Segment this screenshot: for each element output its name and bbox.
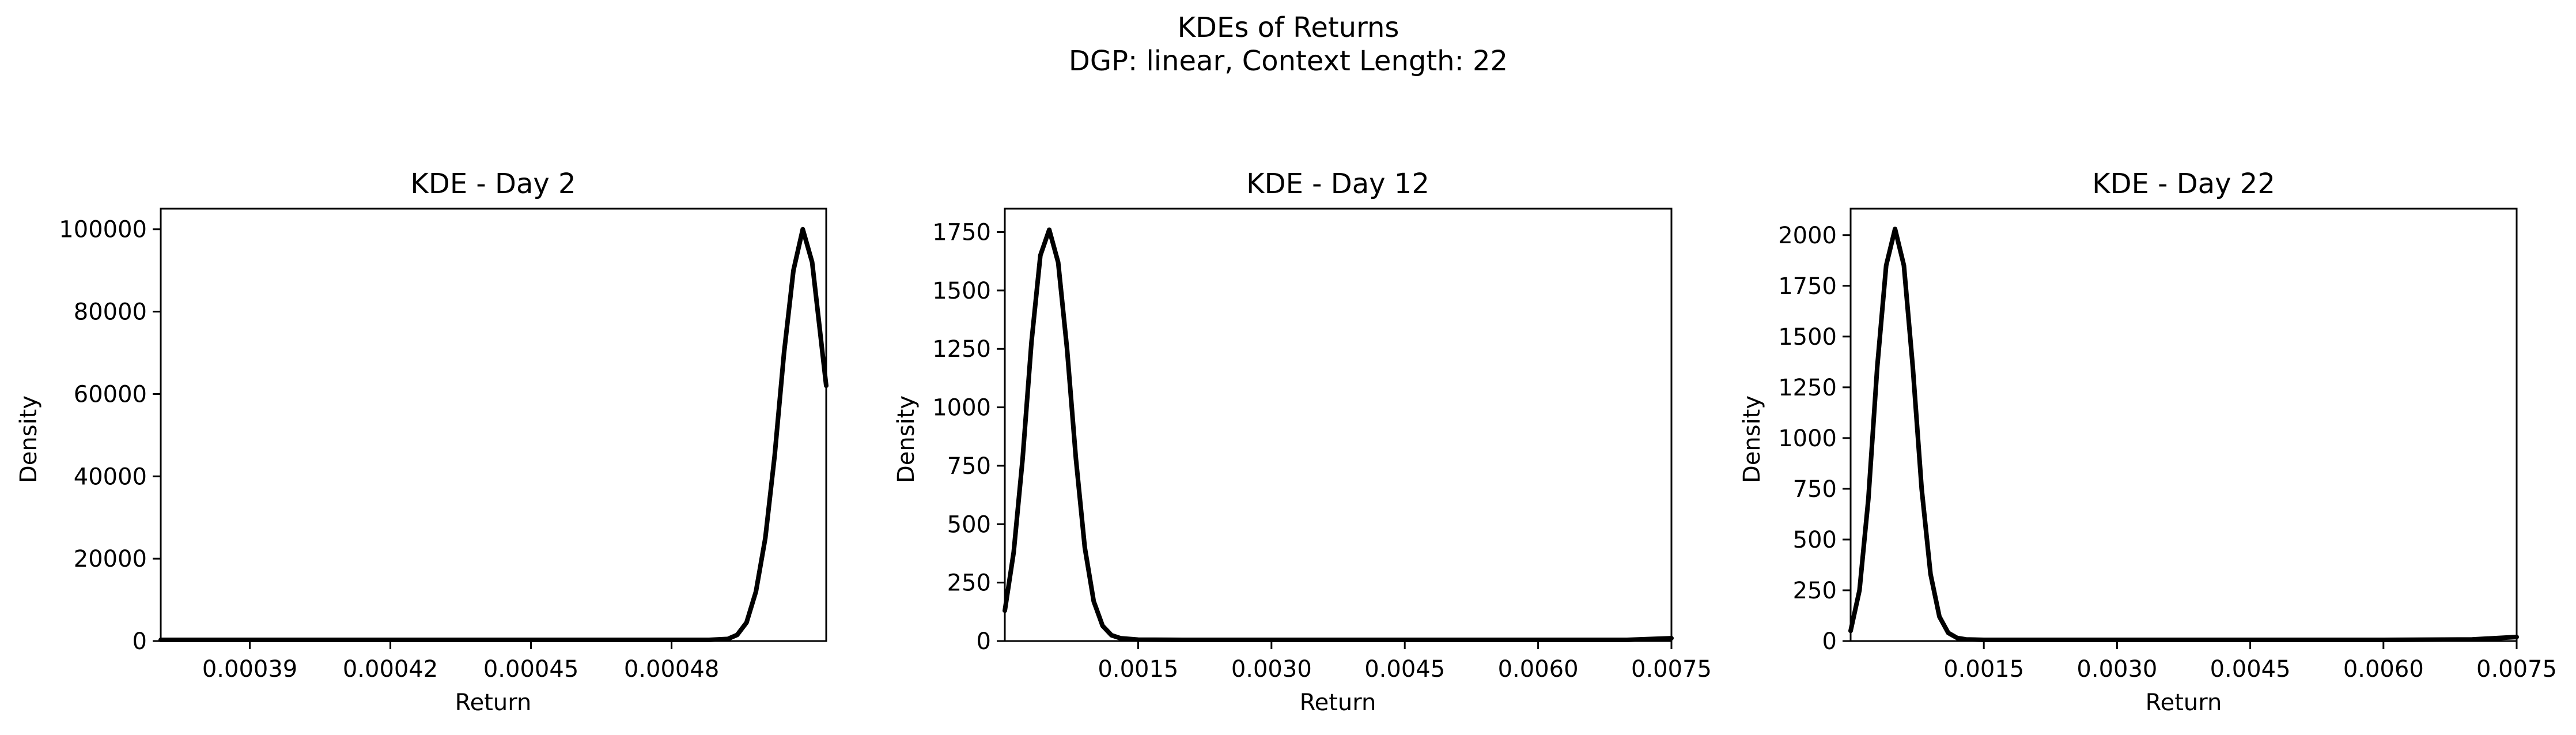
y-tick-label: 1500 [932,278,991,304]
y-tick-label: 60000 [74,381,147,408]
kde-curve [1848,227,2519,642]
x-tick-label: 0.00048 [624,656,719,683]
x-tick-label: 0.0060 [2343,656,2424,683]
x-ticks: 0.0015 0.0030 0.0045 0.0060 0.0075 [1098,641,1712,683]
y-tick-label: 2000 [1778,223,1837,249]
x-tick-label: 0.0075 [2476,656,2557,683]
x-ticks: 0.00039 0.00042 0.00045 0.00048 [202,641,719,683]
y-tick-label: 0 [1822,628,1837,655]
x-tick-label: 0.0045 [2210,656,2291,683]
y-tick-label: 750 [1793,476,1837,503]
x-tick-label: 0.0030 [1231,656,1312,683]
panel-day-22: KDE - Day 22 Return Density 0.0015 0.0030… [1739,168,2557,716]
figure-title: KDEs of Returns [1178,12,1399,44]
y-tick-label: 1250 [932,336,991,363]
y-tick-label: 1750 [1778,273,1837,300]
panel-day-12: KDE - Day 12 Return Density 0.0015 0.0030… [893,168,1712,716]
y-ticks: 0 250 500 750 1000 1250 1500 1750 [932,220,1005,655]
plot-area [160,208,827,642]
y-tick-label: 80000 [74,299,147,326]
y-ticks: 0 20000 40000 60000 80000 100000 [59,217,161,655]
y-tick-label: 0 [977,628,991,655]
kde-curve [158,227,829,642]
y-tick-label: 500 [1793,527,1837,553]
x-tick-label: 0.0075 [1631,656,1712,683]
y-tick-label: 1000 [932,395,991,421]
x-tick-label: 0.00045 [483,656,578,683]
y-tick-label: 1500 [1778,324,1837,350]
y-tick-label: 20000 [74,546,147,572]
y-tick-label: 100000 [59,217,147,243]
y-axis-label: Density [1739,395,1765,483]
panel-day-2: KDE - Day 2 Return Density 0.00039 0.0004… [16,168,829,716]
y-axis-label: Density [893,395,920,483]
x-tick-label: 0.00042 [343,656,438,683]
y-tick-label: 1750 [932,220,991,246]
y-tick-label: 750 [947,453,991,480]
y-tick-label: 1000 [1778,425,1837,452]
y-tick-label: 250 [947,570,991,597]
x-tick-label: 0.0015 [1098,656,1178,683]
x-tick-label: 0.0030 [2076,656,2157,683]
y-tick-label: 500 [947,511,991,538]
panel-title: KDE - Day 22 [2092,168,2275,200]
x-tick-label: 0.0060 [1498,656,1579,683]
y-tick-label: 1250 [1778,375,1837,401]
x-axis-label: Return [455,689,532,716]
y-tick-label: 40000 [74,463,147,490]
figure-subtitle: DGP: linear, Context Length: 22 [1069,45,1508,77]
x-axis-label: Return [2146,689,2222,716]
y-ticks: 0 250 500 750 1000 1250 1500 1750 2000 [1778,223,1851,655]
x-tick-label: 0.00039 [202,656,297,683]
plot-area [1004,208,1673,642]
x-axis-label: Return [1300,689,1376,716]
panel-title: KDE - Day 12 [1246,168,1429,200]
y-tick-label: 0 [133,628,147,655]
x-ticks: 0.0015 0.0030 0.0045 0.0060 0.0075 [1943,641,2557,683]
x-tick-label: 0.0045 [1364,656,1445,683]
x-tick-label: 0.0015 [1943,656,2024,683]
plot-area [1849,208,2518,642]
kde-curve [1003,227,1674,642]
y-tick-label: 250 [1793,578,1837,604]
panel-title: KDE - Day 2 [410,168,576,200]
y-axis-label: Density [16,395,42,483]
